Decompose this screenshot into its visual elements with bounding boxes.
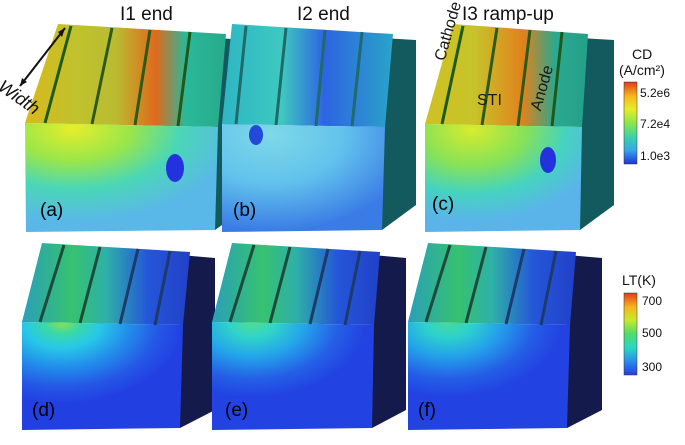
- lt-block-f-top: [408, 243, 576, 325]
- lt-block-d-ridge-1: [38, 244, 66, 323]
- lt-block-e: [212, 243, 406, 430]
- cd-block-c-side: [580, 38, 614, 230]
- lt-block-d-side: [180, 255, 215, 428]
- cd-block-c-ridge-1: [440, 25, 465, 125]
- lt-block-e-top: [212, 243, 380, 325]
- lt-block-f-ridge-2: [464, 246, 488, 324]
- cd-block-b-ridge-1: [234, 25, 248, 125]
- colorbar-lt-tick-high: 700: [642, 294, 663, 308]
- cd-block-a-ridge-2: [90, 27, 114, 125]
- cd-block-c-ridge-2: [480, 27, 499, 126]
- lt-block-d-ridge-3: [118, 248, 140, 325]
- colorbar-lt-tick-low: 300: [642, 360, 663, 374]
- lt-block-e-ridge-2: [268, 246, 292, 324]
- column-title-i1: I1 end: [120, 4, 173, 25]
- cd-block-a-ridge-1: [43, 25, 73, 124]
- cd-block-a-ridge-3: [133, 29, 152, 126]
- lt-block-e-side: [372, 255, 406, 428]
- panel-label-b: (b): [233, 200, 257, 221]
- lt-block-d-front: [22, 322, 183, 430]
- cd-block-a-ridge-4: [176, 31, 192, 127]
- colorbar-cd-tick-high: 5.2e6: [640, 86, 671, 100]
- cd-block-a-front: [25, 123, 218, 232]
- cd-block-a-top: [25, 24, 226, 127]
- colorbar-cd-title: CD: [632, 46, 653, 62]
- panel-label-f: (f): [418, 400, 436, 421]
- lt-block-e-front: [212, 322, 374, 430]
- lt-block-f-front: [408, 322, 570, 430]
- colorbar-cd: [623, 81, 638, 165]
- colorbar-lt-tick-mid: 500: [642, 326, 663, 340]
- cd-block-b-ridge-2: [274, 27, 288, 126]
- cd-block-c-ridge-3: [516, 29, 532, 127]
- lt-block-f-ridge-4: [539, 250, 558, 326]
- cd-block-b-ridge-3: [314, 29, 327, 127]
- cd-block-b-front: [222, 124, 385, 232]
- cd-block-c-ridge-4: [550, 31, 564, 127]
- cd-block-a-hotspot: [166, 154, 184, 182]
- column-title-i2: I2 end: [297, 4, 350, 25]
- colorbar-cd-tick-low: 1.0e3: [640, 149, 671, 163]
- lt-block-d: [22, 243, 215, 430]
- lt-block-d-ridge-4: [153, 250, 172, 326]
- lt-block-f-ridge-3: [504, 248, 526, 325]
- lt-block-e-ridge-1: [228, 244, 256, 323]
- cd-block-b-side: [382, 38, 416, 230]
- colorbar-cd-tick-mid: 7.2e4: [640, 117, 671, 131]
- cd-block-c-hotspot: [540, 147, 556, 173]
- lt-block-d-ridge-2: [78, 246, 102, 324]
- lt-block-e-ridge-4: [343, 250, 362, 326]
- panel-label-a: (a): [40, 200, 64, 221]
- cd-block-b-top: [222, 24, 393, 127]
- cd-block-c: [425, 24, 614, 232]
- panel-label-c: (c): [432, 194, 455, 215]
- cd-block-b-ridge-4: [350, 31, 364, 127]
- colorbar-lt: [623, 292, 638, 376]
- cd-block-b-hotspot: [249, 125, 263, 145]
- sti-label: STI: [477, 92, 502, 109]
- lt-block-e-ridge-3: [308, 248, 330, 325]
- width-arrow: [19, 27, 66, 87]
- lt-block-f-side: [567, 255, 602, 428]
- colorbar-cd-unit: (A/cm²): [619, 62, 665, 78]
- lt-block-f-ridge-1: [424, 244, 452, 323]
- panel-label-e: (e): [225, 400, 249, 421]
- lt-block-f: [408, 243, 602, 430]
- cd-block-c-top: [425, 24, 588, 127]
- colorbar-lt-title: LT(K): [622, 272, 656, 288]
- cd-block-b: [222, 24, 416, 232]
- lt-block-d-top: [22, 243, 190, 325]
- column-title-i3: I3 ramp-up: [462, 4, 554, 25]
- panel-label-d: (d): [32, 400, 56, 421]
